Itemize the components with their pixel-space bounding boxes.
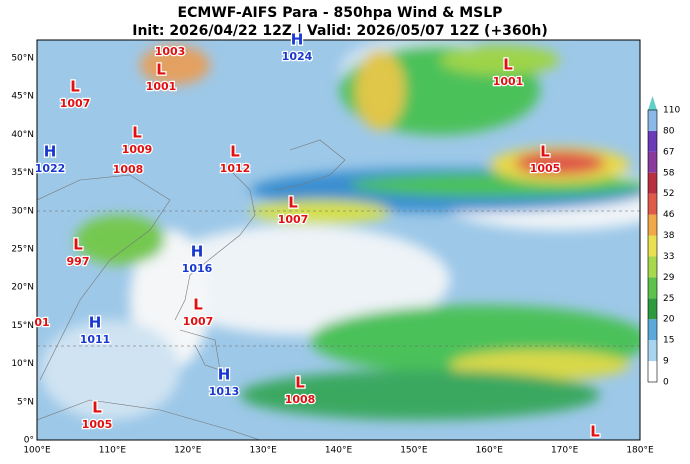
pressure-value: 1007 bbox=[60, 97, 91, 110]
pressure-value: 1009 bbox=[122, 143, 153, 156]
pressure-value: 1011 bbox=[80, 333, 111, 346]
pressure-symbol: L bbox=[590, 423, 600, 441]
colorbar-frame bbox=[647, 109, 658, 383]
colorbar-segment bbox=[648, 340, 657, 362]
pressure-value: 1001 bbox=[146, 80, 177, 93]
pressure-symbol: L bbox=[73, 236, 83, 254]
pressure-value: 1013 bbox=[209, 385, 240, 398]
pressure-symbol: L bbox=[132, 124, 142, 142]
colorbar-arrow bbox=[648, 96, 657, 110]
pressure-symbol: L bbox=[295, 374, 305, 392]
latitude-label: 15°N bbox=[11, 321, 34, 331]
colorbar-segment bbox=[648, 361, 657, 382]
longitude-label: 100°E bbox=[23, 446, 51, 456]
pressure-symbol: L bbox=[156, 61, 166, 79]
colorbar-label: 25 bbox=[663, 294, 674, 304]
pressure-symbol: L bbox=[92, 399, 102, 417]
colorbar-label: 46 bbox=[663, 210, 675, 220]
colorbar-segment bbox=[648, 319, 657, 341]
map-field bbox=[37, 40, 640, 440]
colorbar-label: 20 bbox=[663, 315, 675, 325]
pressure-value: 1022 bbox=[35, 162, 66, 175]
longitude-label: 130°E bbox=[249, 446, 277, 456]
title: ECMWF-AIFS Para - 850hpa Wind & MSLP bbox=[178, 5, 503, 21]
latitude-label: 5°N bbox=[17, 397, 34, 407]
pressure-symbol: H bbox=[291, 31, 304, 49]
colorbar-segment bbox=[648, 235, 657, 257]
colorbar-label: 80 bbox=[663, 126, 675, 136]
longitude-label: 170°E bbox=[551, 446, 579, 456]
pressure-value: 1005 bbox=[530, 162, 561, 175]
pressure-symbol: L bbox=[70, 78, 80, 96]
longitude-label: 150°E bbox=[400, 446, 428, 456]
longitude-label: 140°E bbox=[325, 446, 353, 456]
pressure-value: 1016 bbox=[182, 262, 213, 275]
latitude-label: 50°N bbox=[11, 54, 34, 64]
latitude-label: 35°N bbox=[11, 168, 34, 178]
colorbar-label: 29 bbox=[663, 273, 675, 283]
latitude-label: 45°N bbox=[11, 92, 34, 102]
colorbar-segment bbox=[648, 193, 657, 215]
subtitle: Init: 2026/04/22 12Z | Valid: 2026/05/07… bbox=[132, 23, 548, 39]
colorbar-label: 9 bbox=[663, 357, 669, 367]
pressure-value: 01 bbox=[34, 316, 49, 329]
pressure-value: 1001 bbox=[493, 75, 524, 88]
pressure-value: 997 bbox=[67, 255, 90, 268]
colorbar-label: 0 bbox=[663, 378, 669, 388]
latitude-label: 25°N bbox=[11, 245, 34, 255]
latitude-label: 20°N bbox=[11, 283, 34, 293]
colorbar-segment bbox=[648, 151, 657, 173]
pressure-symbol: H bbox=[44, 143, 57, 161]
colorbar-label: 110 bbox=[663, 106, 680, 116]
colorbar-label: 38 bbox=[663, 231, 675, 241]
colorbar: 0 9 15 20 25 29 33 38 46 52 58 67 80 110 bbox=[647, 96, 680, 388]
pressure-value: 1003 bbox=[155, 45, 186, 58]
latitude-label: 10°N bbox=[11, 359, 34, 369]
latitude-label: 0° bbox=[24, 436, 34, 446]
pressure-symbol: L bbox=[503, 56, 513, 74]
pressure-symbol: L bbox=[230, 143, 240, 161]
pressure-symbol: L bbox=[288, 194, 298, 212]
latitude-label: 30°N bbox=[11, 206, 34, 216]
pressure-value: 1008 bbox=[113, 163, 144, 176]
pressure-value: 1012 bbox=[220, 162, 251, 175]
colorbar-label: 52 bbox=[663, 189, 674, 199]
colorbar-segment bbox=[648, 256, 657, 278]
colorbar-segment bbox=[648, 214, 657, 236]
longitude-label: 120°E bbox=[174, 446, 202, 456]
colorbar-label: 33 bbox=[663, 252, 674, 262]
colorbar-label: 67 bbox=[663, 147, 674, 157]
colorbar-label: 15 bbox=[663, 336, 674, 346]
pressure-symbol: H bbox=[218, 366, 231, 384]
pressure-value: 1007 bbox=[183, 315, 214, 328]
colorbar-segment bbox=[648, 277, 657, 299]
pressure-symbol: H bbox=[191, 243, 204, 261]
map-frame bbox=[36, 39, 641, 441]
colorbar-segment bbox=[648, 172, 657, 194]
colorbar-segment bbox=[648, 298, 657, 320]
pressure-symbol: H bbox=[89, 314, 102, 332]
pressure-value: 1008 bbox=[285, 393, 316, 406]
pressure-symbol: L bbox=[540, 143, 550, 161]
colorbar-segment bbox=[648, 110, 657, 131]
longitude-label: 160°E bbox=[476, 446, 504, 456]
latitude-label: 40°N bbox=[11, 130, 34, 140]
longitude-label: 110°E bbox=[99, 446, 127, 456]
pressure-value: 1007 bbox=[278, 213, 309, 226]
pressure-symbol: L bbox=[193, 296, 203, 314]
pressure-value: 1024 bbox=[282, 50, 313, 63]
pressure-value: 1005 bbox=[82, 418, 113, 431]
colorbar-segment bbox=[648, 130, 657, 152]
colorbar-label: 58 bbox=[663, 168, 675, 178]
longitude-label: 180°E bbox=[626, 446, 654, 456]
